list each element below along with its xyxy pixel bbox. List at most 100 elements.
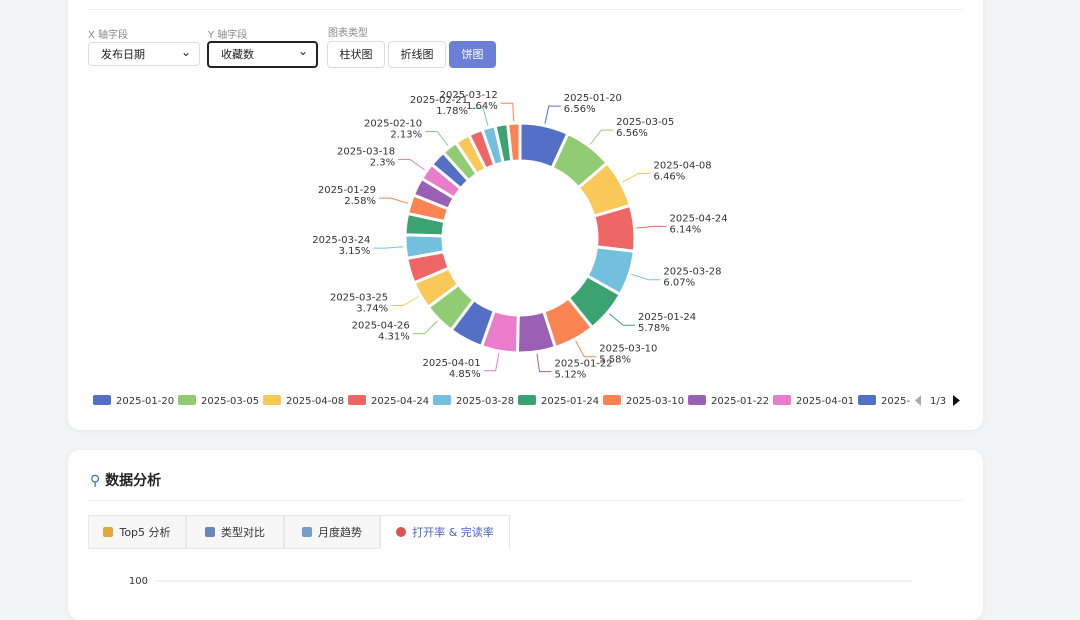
slice-label: 2025-03-12 xyxy=(440,90,498,101)
tab-icon xyxy=(396,527,407,537)
slice-label: 2025-02-10 xyxy=(364,118,422,129)
label-line xyxy=(483,352,500,372)
tab[interactable]: 类型对比 xyxy=(186,515,284,549)
y-tick-label: 100 xyxy=(129,576,148,587)
legend-label: 2025-01-22 xyxy=(711,396,769,407)
label-line xyxy=(391,296,419,306)
slice-value-label: 3.74% xyxy=(356,304,388,315)
slice-value-label: 6.56% xyxy=(616,128,648,139)
label-line xyxy=(500,102,515,122)
pie-button[interactable]: 饼图 xyxy=(449,41,496,68)
label-line xyxy=(622,172,651,183)
legend-swatch xyxy=(858,395,876,405)
search-icon: ⚲ xyxy=(90,473,106,489)
slice-value-label: 3.15% xyxy=(339,246,371,257)
tab-label: Top5 分析 xyxy=(119,526,171,539)
label-line xyxy=(608,313,636,326)
slice-label: 2025-01-22 xyxy=(555,359,613,370)
slice-value-label: 6.56% xyxy=(564,104,596,115)
label-line xyxy=(425,130,449,146)
label-line xyxy=(471,107,489,126)
legend-page: 1/3 xyxy=(930,396,946,407)
legend-label: 2025-03-10 xyxy=(626,396,684,407)
pie-chart: 2025-01-206.56%2025-03-056.56%2025-04-08… xyxy=(93,90,960,407)
label-line xyxy=(379,197,409,204)
legend-label: 2025-04-08 xyxy=(286,396,344,407)
label-line xyxy=(398,159,426,171)
tab[interactable]: 月度趋势 xyxy=(284,515,380,549)
legend-swatch xyxy=(433,395,451,405)
label-line xyxy=(589,129,614,145)
slice-value-label: 5.58% xyxy=(599,355,631,366)
legend-label: 2025-04-24 xyxy=(371,396,429,407)
slice-value-label: 5.12% xyxy=(555,370,587,381)
slice-label: 2025-04-08 xyxy=(654,160,712,171)
divider xyxy=(88,500,963,501)
x-field-label: X 轴字段 xyxy=(88,30,129,41)
legend-label: 2025-01-20 xyxy=(116,396,174,407)
slice-value-label: 1.78% xyxy=(436,106,468,117)
label-line xyxy=(631,273,661,281)
slice-value-label: 1.64% xyxy=(466,101,498,112)
slice-value-label: 4.31% xyxy=(378,332,410,343)
label-line xyxy=(373,246,404,249)
legend-swatch xyxy=(178,395,196,405)
label-line xyxy=(536,353,552,373)
legend-swatch xyxy=(518,395,536,405)
slice-label: 2025-04-24 xyxy=(670,213,728,224)
slice-label: 2025-03-28 xyxy=(663,267,721,278)
slice-value-label: 5.78% xyxy=(638,323,670,334)
tab-active[interactable]: 打开率 & 完读率 xyxy=(380,515,510,549)
slice-label: 2025-03-18 xyxy=(337,147,395,158)
divider xyxy=(88,9,963,10)
legend-swatch xyxy=(348,395,366,405)
slice-label: 2025-01-24 xyxy=(638,312,696,323)
slice-label: 2025-03-10 xyxy=(599,344,657,355)
slice-label: 2025-03-25 xyxy=(330,293,388,304)
line-button[interactable]: 折线图 xyxy=(388,41,446,68)
slice-value-label: 4.85% xyxy=(449,369,481,380)
legend-swatch xyxy=(773,395,791,405)
legend-label: 2025-03-05 xyxy=(201,396,259,407)
page: X 轴字段 发布日期 Y 轴字段 收藏数 图表类型 柱状图 折线图 饼图 202… xyxy=(0,0,1080,607)
legend-swatch xyxy=(603,395,621,405)
slice-label: 2025-03-05 xyxy=(616,117,674,128)
legend-label: 2025-01-24 xyxy=(541,396,599,407)
chart-card xyxy=(68,0,983,430)
analysis-chart: 100 xyxy=(129,576,912,587)
slice-label: 2025-03-24 xyxy=(312,235,370,246)
y-field-select[interactable]: 收藏数 xyxy=(207,40,318,68)
tab-label: 月度趋势 xyxy=(318,526,362,539)
legend-label: 2025- xyxy=(881,396,910,407)
legend-label: 2025-04-01 xyxy=(796,396,854,407)
pie-slice xyxy=(506,121,522,163)
tab[interactable]: Top5 分析 xyxy=(88,515,186,549)
slice-label: 2025-04-01 xyxy=(422,358,480,369)
x-field-select[interactable]: 发布日期 xyxy=(88,40,200,66)
legend-label: 2025-03-28 xyxy=(456,396,514,407)
slice-value-label: 6.14% xyxy=(670,224,702,235)
label-line xyxy=(575,340,597,358)
analysis-title: 数据分析 xyxy=(105,473,162,489)
slice-label: 2025-02-21 xyxy=(410,95,468,106)
tab-label: 打开率 & 完读率 xyxy=(412,526,494,539)
chart-type-label: 图表类型 xyxy=(328,28,368,39)
slice-value-label: 6.07% xyxy=(663,278,695,289)
slice-label: 2025-01-29 xyxy=(318,185,376,196)
slice-value-label: 2.58% xyxy=(344,196,376,207)
slice-value-label: 6.46% xyxy=(654,171,686,182)
slice-value-label: 2.3% xyxy=(370,158,395,169)
label-line xyxy=(412,320,438,335)
tab-icon xyxy=(302,527,312,537)
analysis-heading: ⚲ 数据分析 xyxy=(90,470,161,490)
tab-icon xyxy=(205,527,215,537)
y-field-label: Y 轴字段 xyxy=(208,30,248,41)
tab-label: 类型对比 xyxy=(221,526,265,539)
label-line xyxy=(544,105,561,124)
legend-prev xyxy=(915,395,921,406)
legend-swatch xyxy=(263,395,281,405)
bar-button[interactable]: 柱状图 xyxy=(327,41,385,68)
legend-swatch xyxy=(93,395,111,405)
label-line xyxy=(636,225,667,229)
legend-next xyxy=(953,395,960,406)
